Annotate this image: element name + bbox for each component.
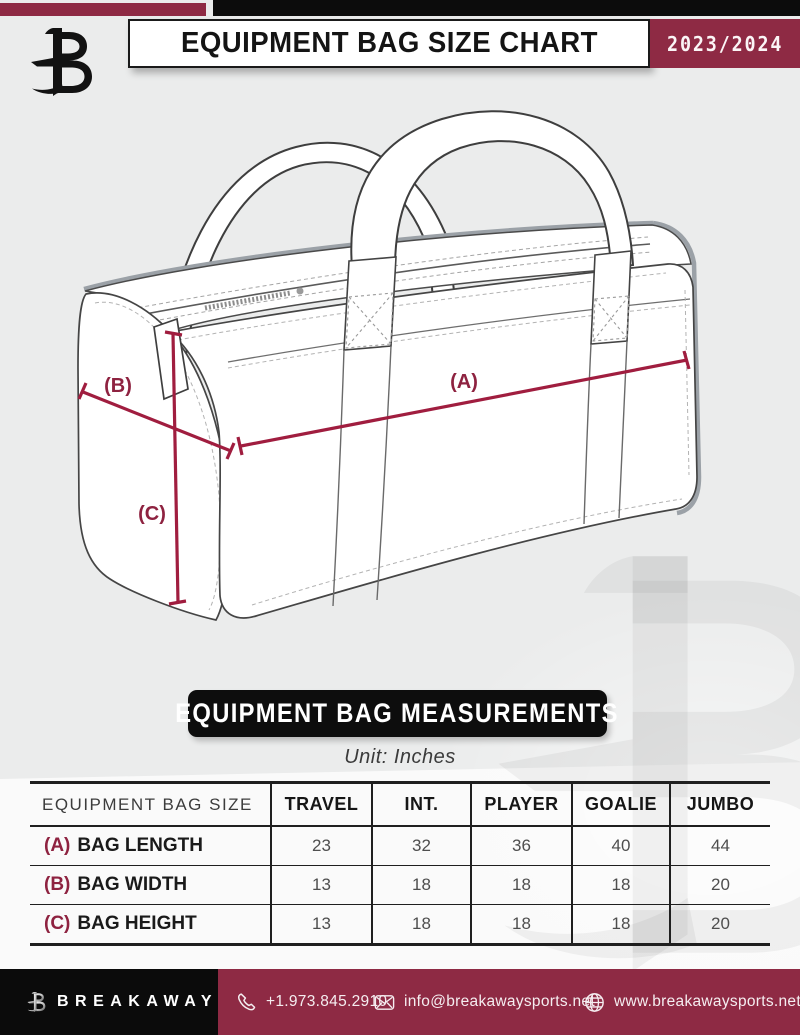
row-title-bag-length: BAG LENGTH <box>77 835 203 856</box>
measurements-banner: EQUIPMENT BAG MEASUREMENTS <box>176 690 618 737</box>
column-header-int: INT. <box>371 781 471 827</box>
footer-bar: BREAKAWAY +1.973.845.2910 info@breakaway… <box>0 969 800 1035</box>
dimension-arrows <box>77 330 691 606</box>
envelope-icon <box>374 994 395 1010</box>
corner-strap <box>153 317 189 401</box>
zipper-stitch-bottom <box>111 251 653 330</box>
value-cell: 13 <box>270 904 372 946</box>
dimension-label-c: (C) <box>138 503 166 525</box>
value-cell: 44 <box>669 826 770 866</box>
header-black-bar <box>213 0 800 16</box>
value-cell: 36 <box>470 826 572 866</box>
front-left-strap <box>343 256 397 351</box>
footer-phone: +1.973.845.2910 <box>236 969 387 1035</box>
row-label-bag-height: (C) BAG HEIGHT <box>30 904 271 946</box>
value-cell: 18 <box>470 904 572 946</box>
season-badge: 2023/2024 <box>650 19 800 68</box>
breakaway-footer-logo <box>27 992 46 1012</box>
value-cell: 20 <box>669 904 770 946</box>
value-cell: 23 <box>270 826 372 866</box>
row-prefix-a: (A) <box>44 835 71 856</box>
row-title-bag-width: BAG WIDTH <box>77 874 188 895</box>
footer-website-url: www.breakawaysports.net <box>614 993 800 1010</box>
bag-front-handle <box>350 110 635 270</box>
zipper-stitch-top <box>103 236 649 315</box>
value-cell: 18 <box>470 865 572 905</box>
brand-name: BREAKAWAY <box>56 993 218 1010</box>
arrow-c-line <box>171 333 180 604</box>
page-title-box: EQUIPMENT BAG SIZE CHART <box>128 19 650 68</box>
arrow-a-ticks <box>236 350 691 456</box>
row-label-bag-width: (B) BAG WIDTH <box>30 865 271 905</box>
arrow-a-line <box>240 358 688 448</box>
value-cell: 18 <box>571 865 670 905</box>
table-row-bag-length: (A) BAG LENGTH 23 32 36 40 44 <box>30 826 770 866</box>
column-header-goalie: GOALIE <box>571 781 670 827</box>
table-row-bag-width: (B) BAG WIDTH 13 18 18 18 20 <box>30 865 770 905</box>
value-cell: 18 <box>371 865 471 905</box>
globe-icon <box>585 992 604 1012</box>
page-title: EQUIPMENT BAG SIZE CHART <box>180 27 598 59</box>
column-header-travel: TRAVEL <box>270 781 372 827</box>
value-cell: 18 <box>571 904 670 946</box>
measurements-banner-label: EQUIPMENT BAG MEASUREMENTS <box>175 698 620 728</box>
row-prefix-b: (B) <box>44 874 71 895</box>
left-strap-x-stitch <box>345 292 394 349</box>
footer-email: info@breakawaysports.net <box>374 969 595 1035</box>
value-cell: 40 <box>571 826 670 866</box>
dimension-label-a: (A) <box>450 371 478 393</box>
footer-website: www.breakawaysports.net <box>584 969 800 1035</box>
table-row-bag-height: (C) BAG HEIGHT 13 18 18 18 20 <box>30 904 770 946</box>
front-right-strap <box>590 250 632 345</box>
right-strap-x-stitch <box>592 295 630 342</box>
footer-email-address: info@breakawaysports.net <box>404 993 595 1010</box>
bag-back-rim <box>83 220 654 292</box>
breakaway-logo <box>31 28 92 96</box>
footer-brand-block: BREAKAWAY <box>0 969 218 1035</box>
value-cell: 20 <box>669 865 770 905</box>
bag-right-rim <box>652 220 702 516</box>
value-cell: 32 <box>371 826 471 866</box>
footer-phone-number: +1.973.845.2910 <box>266 993 388 1010</box>
header-maroon-strip <box>0 3 206 16</box>
arrow-c-ticks <box>164 330 187 606</box>
unit-note: Unit: Inches <box>344 746 456 768</box>
column-header-player: PLAYER <box>470 781 572 827</box>
row-label-bag-length: (A) BAG LENGTH <box>30 826 271 866</box>
left-strap-tails <box>332 345 392 607</box>
right-strap-tails <box>583 340 628 525</box>
row-title-bag-height: BAG HEIGHT <box>77 913 197 934</box>
value-cell: 18 <box>371 904 471 946</box>
arrow-b-ticks <box>77 382 236 460</box>
table-header-row: EQUIPMENT BAG SIZE TRAVEL INT. PLAYER GO… <box>30 781 770 827</box>
dimension-label-b: (B) <box>104 375 132 397</box>
front-right-stitch <box>684 289 690 476</box>
equipment-bag-diagram: (A) (B) (C) <box>77 110 702 621</box>
bag-front-face <box>168 263 698 619</box>
phone-icon <box>237 992 256 1010</box>
zipper-pull <box>296 287 304 295</box>
row-prefix-c: (C) <box>44 913 71 934</box>
season-label: 2023/2024 <box>666 31 784 56</box>
column-header-jumbo: JUMBO <box>669 781 770 827</box>
arrow-b-line <box>82 390 232 453</box>
column-header-size: EQUIPMENT BAG SIZE <box>30 781 271 827</box>
value-cell: 13 <box>270 865 372 905</box>
size-chart-table: EQUIPMENT BAG SIZE TRAVEL INT. PLAYER GO… <box>30 781 770 946</box>
